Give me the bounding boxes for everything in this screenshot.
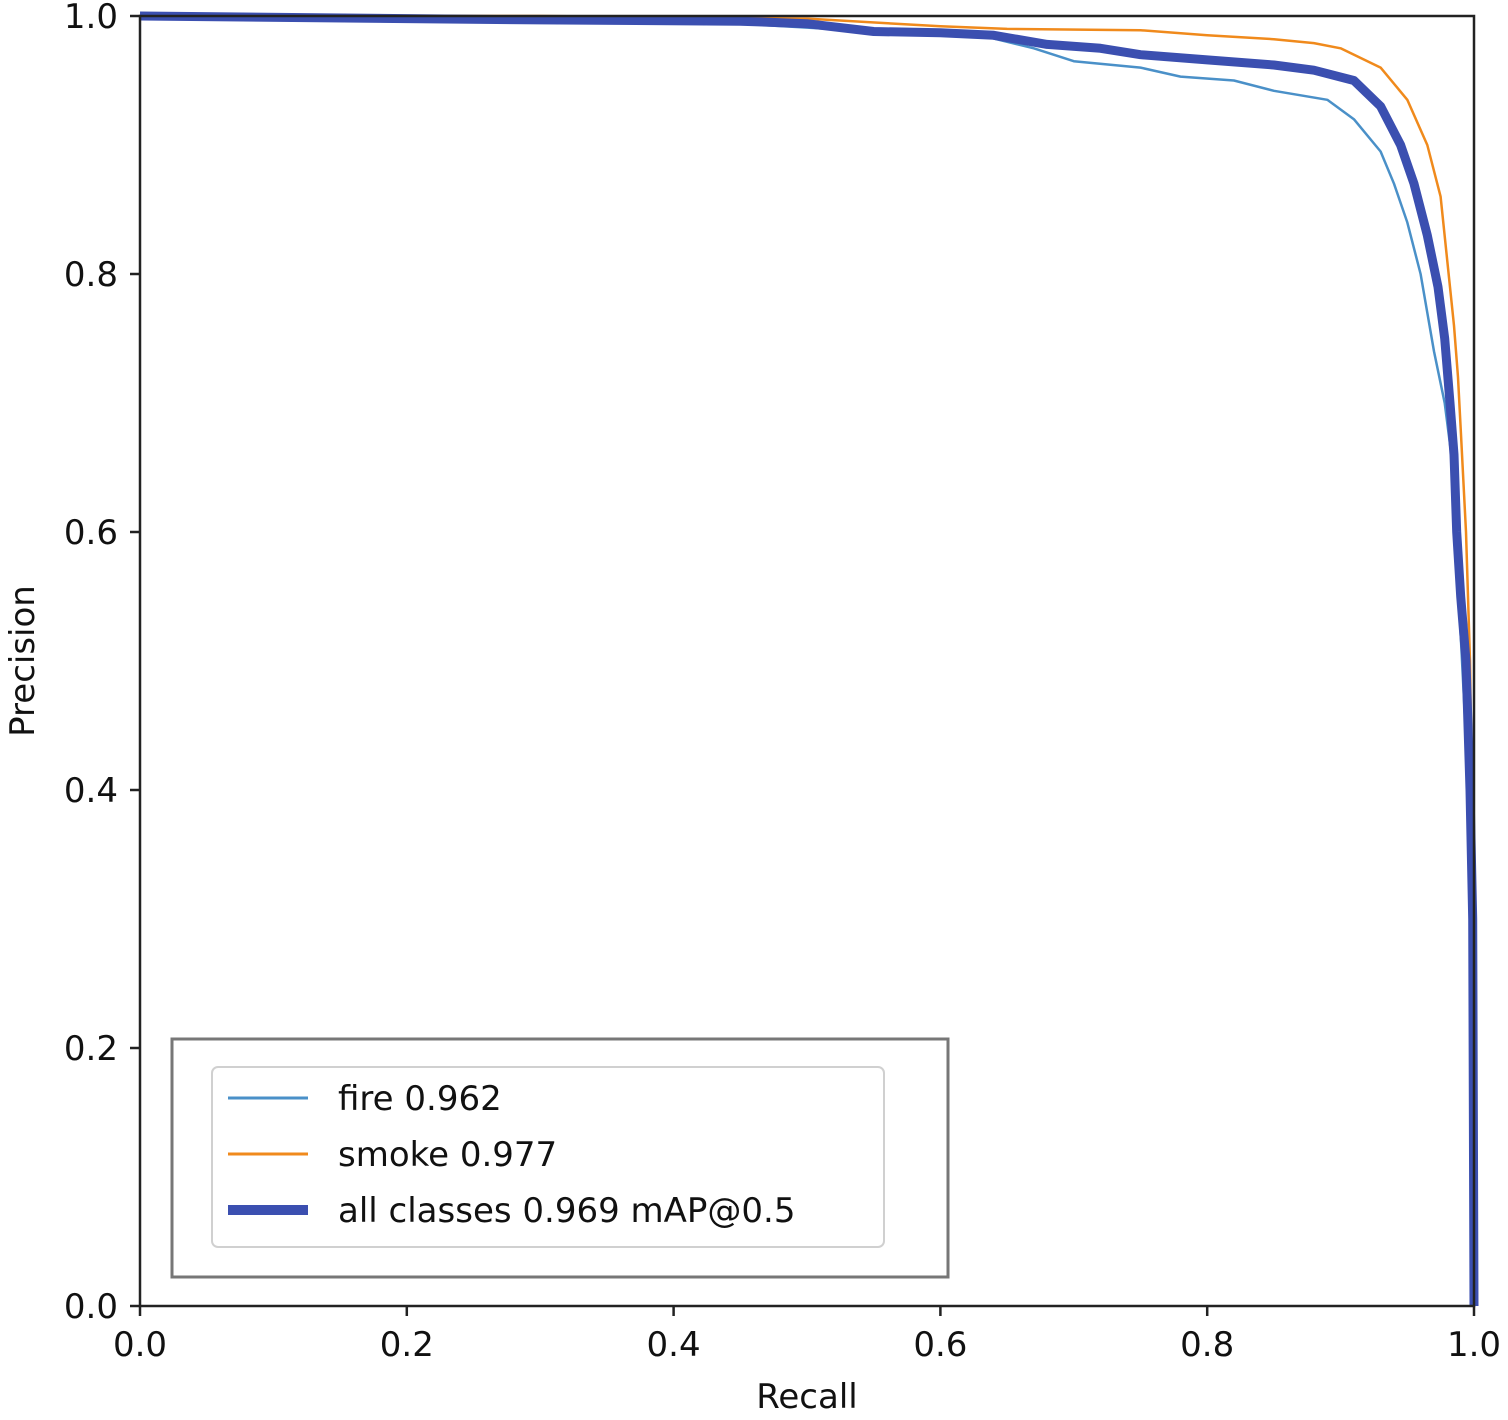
legend: fire 0.962 smoke 0.977 all classes 0.969… [170,1037,950,1279]
x-tick-label: 0.0 [113,1325,167,1365]
x-tick-label: 0.8 [1180,1325,1234,1365]
plot-frame [138,14,1476,1308]
legend-label-fire: fire 0.962 [338,1079,502,1119]
y-tick-label: 1.0 [64,0,118,37]
legend-label-smoke: smoke 0.977 [338,1135,557,1175]
y-axis-title: Precision [3,585,43,737]
x-axis-title: Recall [756,1377,857,1417]
y-tick-label: 0.4 [64,771,118,811]
series-line-all-classes [139,11,1479,1307]
series-layer [139,11,1479,1307]
y-tick-label: 0.2 [64,1029,118,1069]
y-axis: 0.0 0.2 0.4 0.6 0.8 1.0 [64,0,140,1327]
series-line-smoke [140,14,1476,1307]
x-tick-label: 0.2 [380,1325,434,1365]
y-tick-label: 0.6 [64,513,118,553]
x-tick-label: 1.0 [1447,1325,1501,1365]
y-tick-label: 0.0 [64,1287,118,1327]
x-tick-label: 0.4 [647,1325,701,1365]
x-axis: 0.0 0.2 0.4 0.6 0.8 1.0 [113,1306,1501,1365]
y-tick-label: 0.8 [64,255,118,295]
legend-label-all-classes: all classes 0.969 mAP@0.5 [338,1191,795,1231]
legend-inner-box [211,1066,885,1248]
x-tick-label: 0.6 [913,1325,967,1365]
